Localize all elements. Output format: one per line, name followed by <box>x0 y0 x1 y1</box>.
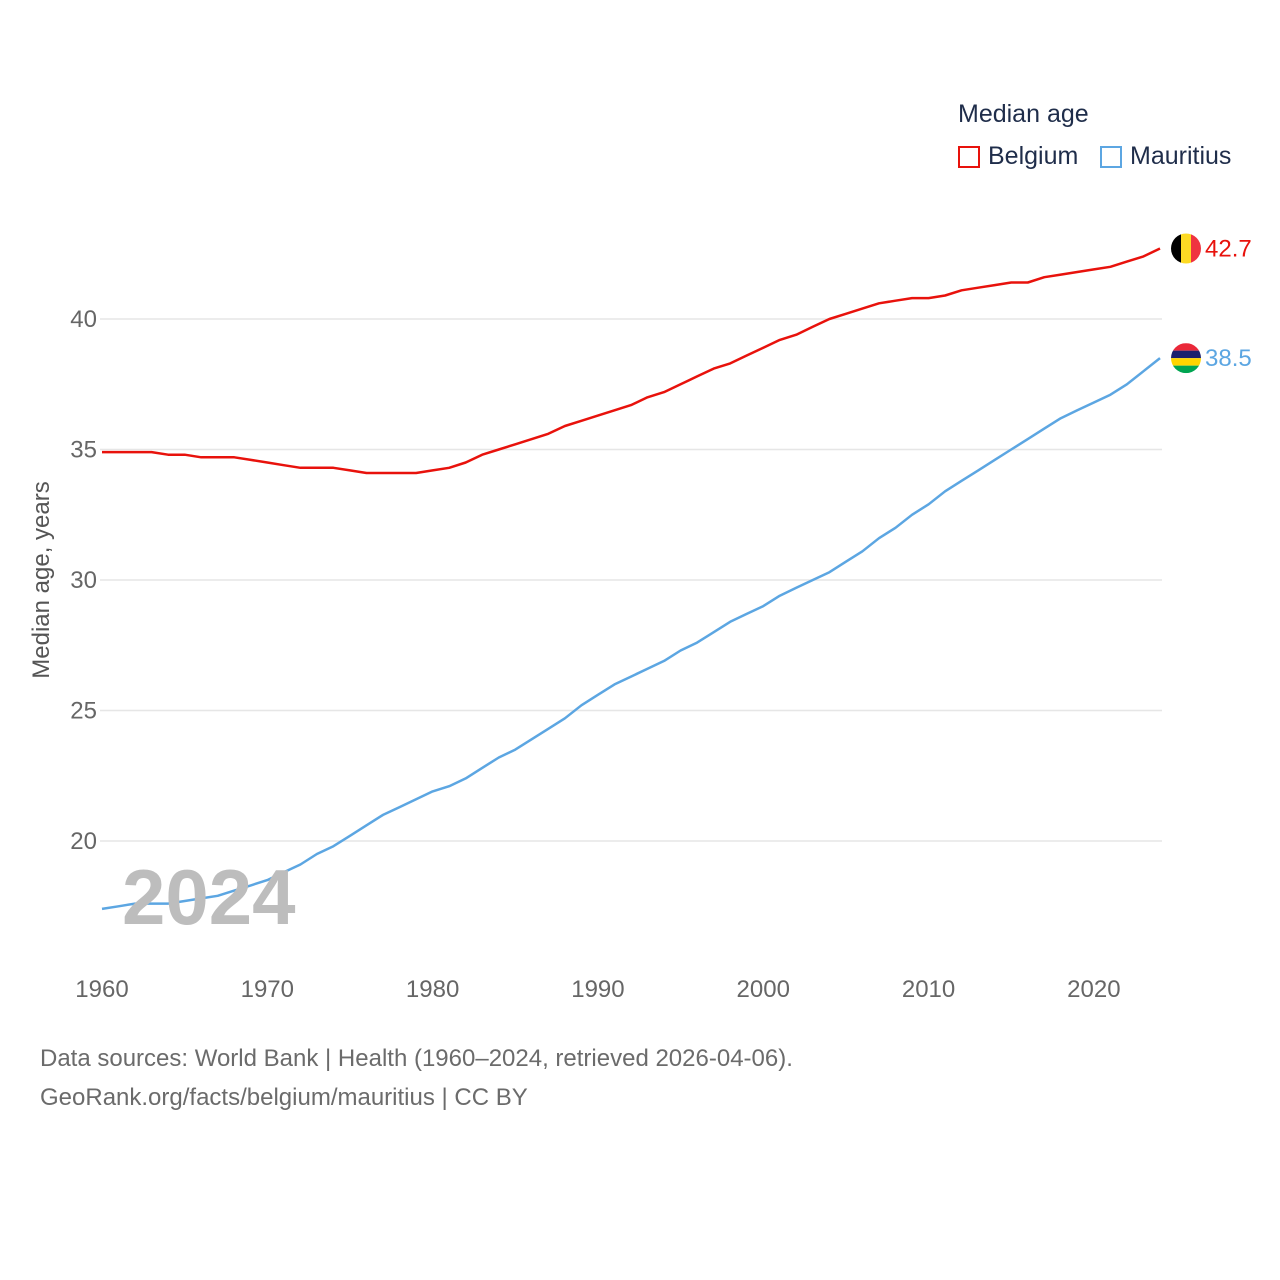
y-tick-label: 30 <box>70 567 97 594</box>
current-year-label: 2024 <box>122 853 296 941</box>
legend-item-mauritius[interactable]: Mauritius <box>1100 142 1231 171</box>
footer-sources: Data sources: World Bank | Health (1960–… <box>40 1045 793 1072</box>
y-tick-label: 35 <box>70 437 97 464</box>
x-tick-label: 1960 <box>75 976 128 1003</box>
end-label-mauritius: 38.5 <box>1205 345 1252 372</box>
y-axis-label: Median age, years <box>28 481 55 679</box>
mauritius-flag-icon <box>1171 343 1201 374</box>
belgium-flag-icon <box>1171 233 1201 264</box>
x-tick-label: 1980 <box>406 976 459 1003</box>
y-tick-label: 40 <box>70 306 97 333</box>
x-tick-label: 1970 <box>241 976 294 1003</box>
series-line-mauritius <box>101 357 1161 911</box>
x-tick-label: 2000 <box>737 976 790 1003</box>
legend-swatch-mauritius <box>1100 145 1122 168</box>
footer-link[interactable]: GeoRank.org/facts/belgium/mauritius | CC… <box>40 1084 528 1111</box>
x-tick-label: 2020 <box>1067 976 1120 1003</box>
y-tick-label: 20 <box>70 828 97 855</box>
legend-item-belgium[interactable]: Belgium <box>958 142 1078 171</box>
legend-swatch-belgium <box>958 145 980 168</box>
legend-title: Median age <box>958 100 1089 128</box>
x-tick-label: 2010 <box>902 976 955 1003</box>
x-tick-label: 1990 <box>571 976 624 1003</box>
y-tick-label: 25 <box>70 698 97 725</box>
series-line-belgium <box>102 247 1161 475</box>
legend-label-belgium: Belgium <box>988 142 1079 170</box>
end-label-belgium: 42.7 <box>1205 236 1252 263</box>
legend-label-mauritius: Mauritius <box>1130 142 1232 170</box>
